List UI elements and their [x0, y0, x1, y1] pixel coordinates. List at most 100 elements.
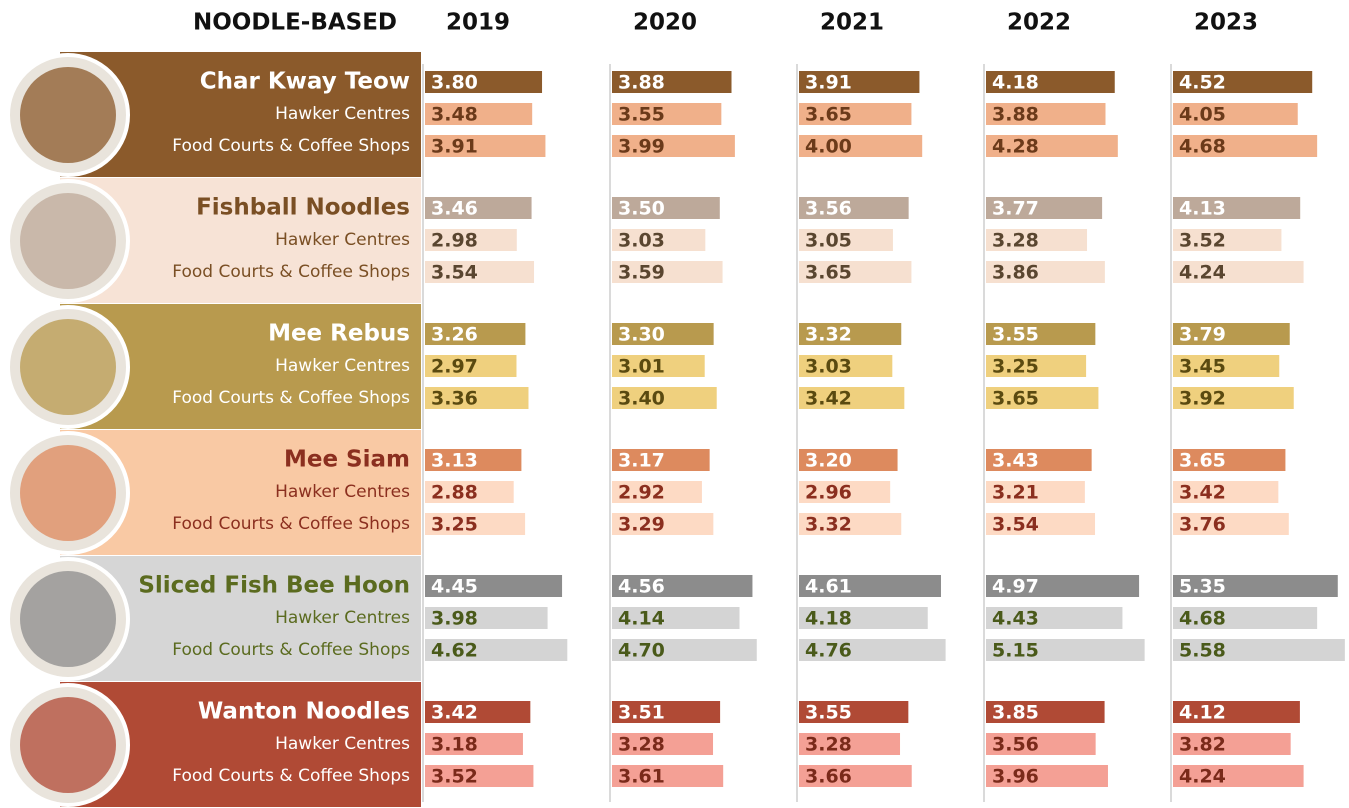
value-label: 3.56 — [992, 734, 1039, 756]
value-label: 3.99 — [618, 136, 665, 158]
bar — [425, 355, 517, 377]
value-label: 3.42 — [1179, 482, 1226, 504]
value-label: 4.68 — [1179, 608, 1226, 630]
bar — [1173, 701, 1300, 723]
bar — [799, 733, 901, 755]
value-label: 3.59 — [618, 262, 665, 284]
value-label: 4.45 — [431, 576, 478, 598]
value-label: 3.26 — [431, 324, 478, 346]
value-label: 4.13 — [1179, 198, 1226, 220]
bar — [986, 733, 1096, 755]
value-label: 3.65 — [992, 388, 1039, 410]
value-label: 3.55 — [805, 702, 852, 724]
value-label: 3.82 — [1179, 734, 1226, 756]
bar — [986, 197, 1103, 219]
bar — [425, 607, 548, 629]
bar — [425, 513, 526, 535]
group-name: Mee Siam — [284, 447, 410, 473]
bar — [986, 387, 1099, 409]
value-label: 4.24 — [1179, 262, 1226, 284]
series-name: Food Courts & Coffee Shops — [172, 766, 410, 786]
dish-food — [20, 67, 116, 163]
bar — [986, 135, 1118, 157]
bar — [612, 513, 714, 535]
dish-food — [20, 445, 116, 541]
bar — [425, 197, 532, 219]
value-label: 4.28 — [992, 136, 1039, 158]
value-label: 4.61 — [805, 576, 852, 598]
bar — [612, 733, 714, 755]
series-name: Hawker Centres — [275, 482, 410, 502]
bar — [425, 103, 533, 125]
bar — [425, 135, 546, 157]
bar — [799, 387, 905, 409]
bar — [986, 71, 1115, 93]
bar — [1173, 481, 1279, 503]
value-label: 3.18 — [431, 734, 478, 756]
series-name: Food Courts & Coffee Shops — [172, 514, 410, 534]
value-label: 3.91 — [431, 136, 478, 158]
bar — [425, 387, 529, 409]
bar — [1173, 575, 1338, 597]
series-name: Hawker Centres — [275, 608, 410, 628]
bar — [1173, 229, 1282, 251]
bar — [612, 103, 722, 125]
value-label: 3.03 — [805, 356, 852, 378]
value-label: 3.50 — [618, 198, 665, 220]
bar — [425, 449, 522, 471]
bar — [612, 355, 705, 377]
value-label: 4.14 — [618, 608, 665, 630]
value-label: 4.00 — [805, 136, 852, 158]
group-name: Wanton Noodles — [198, 699, 410, 725]
value-label: 3.80 — [431, 72, 478, 94]
value-label: 3.66 — [805, 766, 852, 788]
bar — [1173, 103, 1298, 125]
bar — [1173, 323, 1290, 345]
bar — [612, 639, 757, 661]
dish-food — [20, 697, 116, 793]
bar — [1173, 355, 1280, 377]
dish-food — [20, 193, 116, 289]
value-label: 4.18 — [992, 72, 1039, 94]
value-label: 4.56 — [618, 576, 665, 598]
bar — [1173, 261, 1304, 283]
bar — [799, 135, 923, 157]
value-label: 4.68 — [1179, 136, 1226, 158]
bar — [986, 261, 1105, 283]
value-label: 3.86 — [992, 262, 1039, 284]
bar — [1173, 449, 1286, 471]
value-label: 3.25 — [992, 356, 1039, 378]
value-label: 5.35 — [1179, 576, 1226, 598]
value-label: 3.01 — [618, 356, 665, 378]
value-label: 3.30 — [618, 324, 665, 346]
bar — [799, 607, 928, 629]
value-label: 3.65 — [1179, 450, 1226, 472]
value-label: 4.43 — [992, 608, 1039, 630]
bar — [1173, 135, 1318, 157]
value-label: 3.05 — [805, 230, 852, 252]
group-name: Sliced Fish Bee Hoon — [138, 573, 410, 599]
bar — [986, 103, 1106, 125]
bar — [799, 197, 909, 219]
chart-title: NOODLE-BASED — [193, 10, 397, 36]
value-label: 5.58 — [1179, 640, 1226, 662]
value-label: 3.55 — [618, 104, 665, 126]
value-label: 3.96 — [992, 766, 1039, 788]
value-label: 4.70 — [618, 640, 665, 662]
bar — [799, 229, 893, 251]
bar — [799, 575, 941, 597]
value-label: 3.79 — [1179, 324, 1226, 346]
value-label: 3.76 — [1179, 514, 1226, 536]
bar — [612, 261, 723, 283]
bar — [799, 261, 912, 283]
value-label: 3.91 — [805, 72, 852, 94]
value-label: 3.20 — [805, 450, 852, 472]
bar — [986, 765, 1108, 787]
bar — [1173, 71, 1313, 93]
bar — [986, 449, 1092, 471]
bar — [799, 639, 946, 661]
value-label: 3.42 — [805, 388, 852, 410]
bar — [986, 229, 1088, 251]
value-label: 2.98 — [431, 230, 478, 252]
